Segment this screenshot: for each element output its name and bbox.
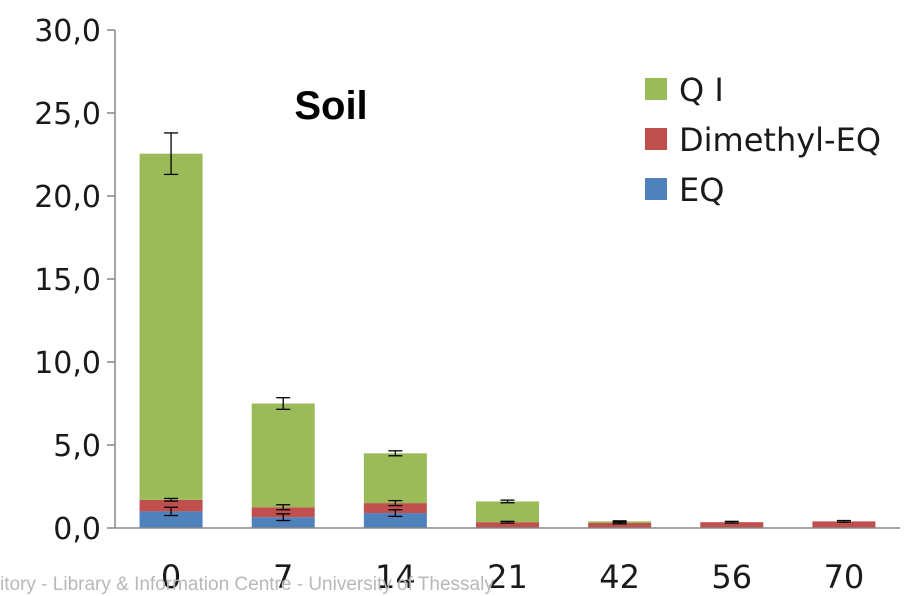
error-bar (164, 132, 179, 176)
y-tick-label: 15,0 (34, 263, 101, 298)
bar-dimethyl-eq-0 (139, 499, 203, 512)
x-tick-label: 42 (599, 558, 640, 591)
x-tick-label: 21 (487, 558, 528, 591)
legend-swatch-dimethyl-eq (645, 128, 667, 150)
bar-q-i-0 (139, 153, 203, 500)
error-bar (388, 450, 403, 457)
error-bar (276, 397, 291, 410)
error-bar (276, 513, 291, 522)
x-tick-label: 14 (375, 558, 416, 591)
bar-q-i-21 (476, 501, 539, 523)
error-bar (164, 497, 179, 502)
y-tick-label: 25,0 (34, 97, 101, 132)
x-tick-label: 7 (273, 558, 293, 591)
error-bar (836, 519, 851, 523)
bar-eq-7 (251, 517, 315, 528)
bar-dimethyl-eq-7 (251, 507, 315, 518)
bar-q-i-7 (251, 403, 315, 508)
error-bar (276, 504, 291, 511)
legend: Q I Dimethyl-EQ EQ (645, 71, 881, 209)
legend-swatch-q-i (645, 78, 667, 100)
x-axis: 0 7 14 21 42 56 70 (115, 527, 900, 591)
legend-label-dimethyl-eq: Dimethyl-EQ (679, 121, 881, 159)
bar-dimethyl-eq-21 (476, 522, 539, 528)
watermark-text: itory - Library & Information Centre - U… (0, 574, 494, 595)
chart-title: Soil (294, 84, 367, 128)
error-bar (500, 499, 515, 504)
bar-q-i-14 (363, 453, 427, 504)
bar-dimethyl-eq-56 (700, 522, 764, 528)
y-tick-label: 30,0 (34, 14, 101, 49)
bar-dimethyl-eq-70 (812, 521, 876, 528)
bar-dimethyl-eq-14 (363, 503, 427, 514)
bar-eq-0 (139, 511, 203, 528)
legend-label-q-i: Q I (679, 71, 724, 109)
error-bar (164, 506, 179, 517)
x-tick-label: 0 (161, 558, 181, 591)
y-tick-label: 0,0 (53, 512, 101, 547)
error-bars (164, 132, 851, 525)
error-bar (612, 520, 627, 523)
x-tick-label: 70 (824, 558, 865, 591)
legend-label-eq: EQ (679, 171, 724, 209)
error-bar (388, 509, 403, 518)
x-tick-label: 56 (711, 558, 752, 591)
error-bar (724, 520, 739, 524)
y-tick-label: 5,0 (53, 429, 101, 464)
error-bar (388, 499, 403, 507)
bar-eq-14 (363, 513, 427, 528)
error-bar (500, 520, 515, 524)
legend-swatch-eq (645, 178, 667, 200)
y-tick-label: 20,0 (34, 180, 101, 215)
y-axis: 0,0 5,0 10,0 15,0 20,0 25,0 30,0 (34, 14, 116, 547)
bars (139, 153, 876, 528)
bar-dimethyl-eq-42 (588, 523, 652, 528)
y-tick-label: 10,0 (34, 346, 101, 381)
